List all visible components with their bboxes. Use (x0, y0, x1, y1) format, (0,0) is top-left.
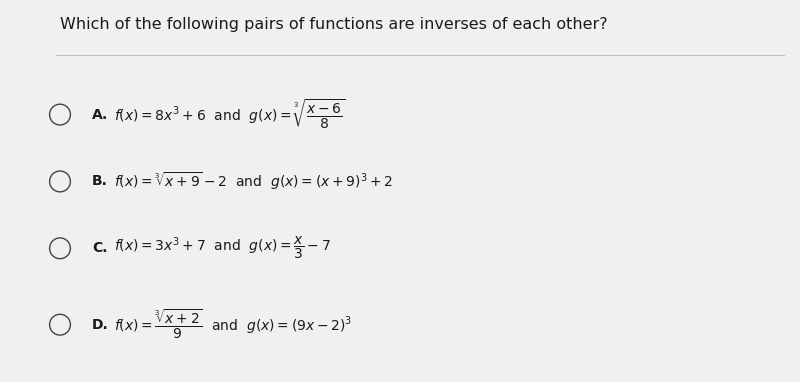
Text: D.: D. (92, 318, 109, 332)
Text: $f(x) = 3x^3 +7$  and  $g(x) = \dfrac{x}{3} -7$: $f(x) = 3x^3 +7$ and $g(x) = \dfrac{x}{3… (114, 235, 331, 261)
Text: $f(x) = 8x^3 +6$  and  $g(x) = \sqrt[3]{\dfrac{x-6}{8}}$: $f(x) = 8x^3 +6$ and $g(x) = \sqrt[3]{\d… (114, 98, 346, 131)
Text: $f(x) = \dfrac{\sqrt[3]{x+2}}{9}$  and  $g(x) = (9x-2)^3$: $f(x) = \dfrac{\sqrt[3]{x+2}}{9}$ and $g… (114, 308, 353, 341)
Text: A.: A. (92, 108, 108, 121)
Text: Which of the following pairs of functions are inverses of each other?: Which of the following pairs of function… (60, 17, 608, 32)
Text: C.: C. (92, 241, 107, 255)
Text: B.: B. (92, 175, 108, 188)
Text: $f(x) = \sqrt[3]{x+9} - 2$  and  $g(x) = (x+9)^3 +2$: $f(x) = \sqrt[3]{x+9} - 2$ and $g(x) = (… (114, 170, 394, 193)
